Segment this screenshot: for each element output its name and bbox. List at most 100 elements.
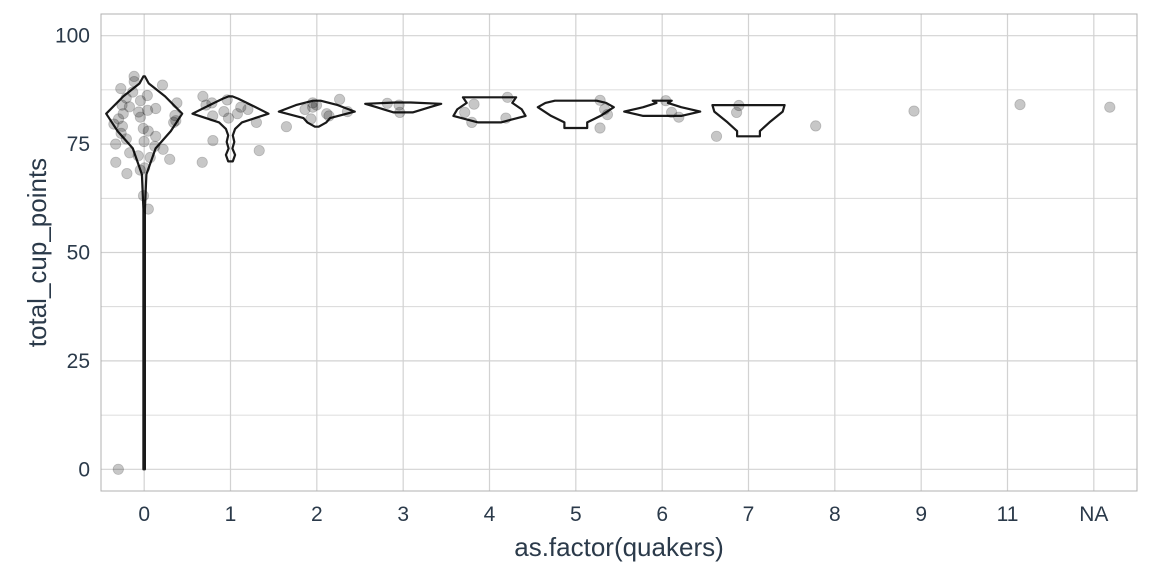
x-tick-label: 7 (743, 503, 755, 526)
data-point (139, 162, 151, 174)
violin-4 (452, 96, 527, 124)
data-point (116, 99, 128, 111)
data-point (222, 112, 235, 124)
data-point (137, 122, 149, 135)
y-tick-label: 75 (67, 133, 90, 156)
data-point (673, 111, 685, 123)
x-tick-label: NA (1079, 503, 1108, 526)
violin-0 (105, 75, 184, 471)
data-point (221, 94, 233, 106)
data-point (1014, 99, 1026, 111)
data-point (115, 83, 127, 95)
data-point (468, 98, 480, 110)
data-point (113, 113, 125, 125)
data-point (333, 93, 346, 106)
x-tick-label: 6 (656, 503, 668, 526)
data-point (660, 95, 672, 107)
violin-6 (623, 99, 702, 117)
data-point (307, 101, 319, 113)
data-point (733, 99, 745, 112)
violin-layer (105, 75, 786, 471)
data-point (207, 135, 219, 147)
y-axis-title: total_cup_points (22, 158, 52, 347)
data-point (466, 116, 478, 129)
data-point (500, 112, 512, 124)
data-point (307, 97, 319, 109)
data-point (124, 147, 136, 159)
data-point (142, 104, 154, 116)
data-point (133, 106, 145, 118)
x-tick-label: 2 (311, 503, 323, 526)
data-point (299, 103, 311, 116)
data-point (171, 97, 183, 109)
x-tick-labels: 0 1 2 3 4 5 6 7 8 9 11 NA (138, 503, 1108, 526)
data-point (665, 106, 678, 119)
data-point (594, 94, 606, 106)
data-point (120, 133, 132, 145)
x-tick-label: 1 (225, 503, 237, 526)
data-point (908, 105, 920, 117)
data-point (141, 89, 153, 102)
y-tick-label: 25 (67, 350, 90, 373)
violin-1 (191, 95, 270, 163)
x-tick-label: 8 (829, 503, 841, 526)
data-point (150, 130, 162, 142)
data-point (601, 109, 614, 121)
data-point (196, 156, 208, 168)
data-point (115, 127, 127, 139)
data-point (128, 76, 140, 88)
y-tick-label: 100 (55, 25, 90, 48)
data-point (149, 140, 161, 152)
y-tick-label: 50 (67, 242, 90, 265)
data-point (1104, 101, 1116, 113)
data-point (242, 103, 254, 116)
data-point (144, 151, 156, 164)
data-point (197, 90, 209, 103)
data-point (231, 108, 243, 120)
data-point (170, 115, 182, 127)
data-point (598, 103, 611, 116)
data-point (134, 164, 146, 176)
data-point (323, 110, 335, 122)
data-point (134, 111, 146, 123)
data-point (393, 99, 405, 111)
x-axis-title: as.factor(quakers) (514, 532, 724, 562)
data-point (156, 79, 169, 91)
x-tick-label: 9 (915, 503, 927, 526)
data-point (235, 101, 247, 113)
violin-2 (277, 99, 356, 128)
data-point (168, 116, 180, 129)
data-point (121, 168, 133, 180)
data-point (218, 106, 230, 118)
data-point (134, 95, 147, 107)
x-tick-label: 5 (570, 503, 582, 526)
data-point (112, 463, 124, 475)
data-point (200, 99, 212, 111)
data-point (394, 106, 406, 119)
data-point (810, 120, 822, 132)
data-point (501, 91, 514, 103)
data-point (150, 102, 162, 115)
data-point (310, 99, 323, 111)
violin-5 (536, 99, 615, 130)
data-point (253, 145, 265, 157)
data-point (116, 120, 129, 132)
panel-border (100, 13, 1138, 492)
data-point (110, 138, 122, 150)
x-tick-label: 11 (997, 503, 1019, 526)
data-point (169, 109, 181, 122)
data-point (123, 101, 135, 113)
data-point (108, 118, 120, 130)
data-point (710, 130, 723, 142)
data-point (280, 121, 292, 133)
x-tick-label: 4 (484, 503, 496, 526)
y-tick-labels: 0 25 50 75 100 (55, 25, 90, 482)
data-point (142, 125, 154, 137)
data-point (128, 70, 140, 83)
data-point (730, 106, 743, 119)
data-point (381, 97, 393, 109)
data-point (594, 122, 606, 134)
data-point (120, 92, 132, 104)
